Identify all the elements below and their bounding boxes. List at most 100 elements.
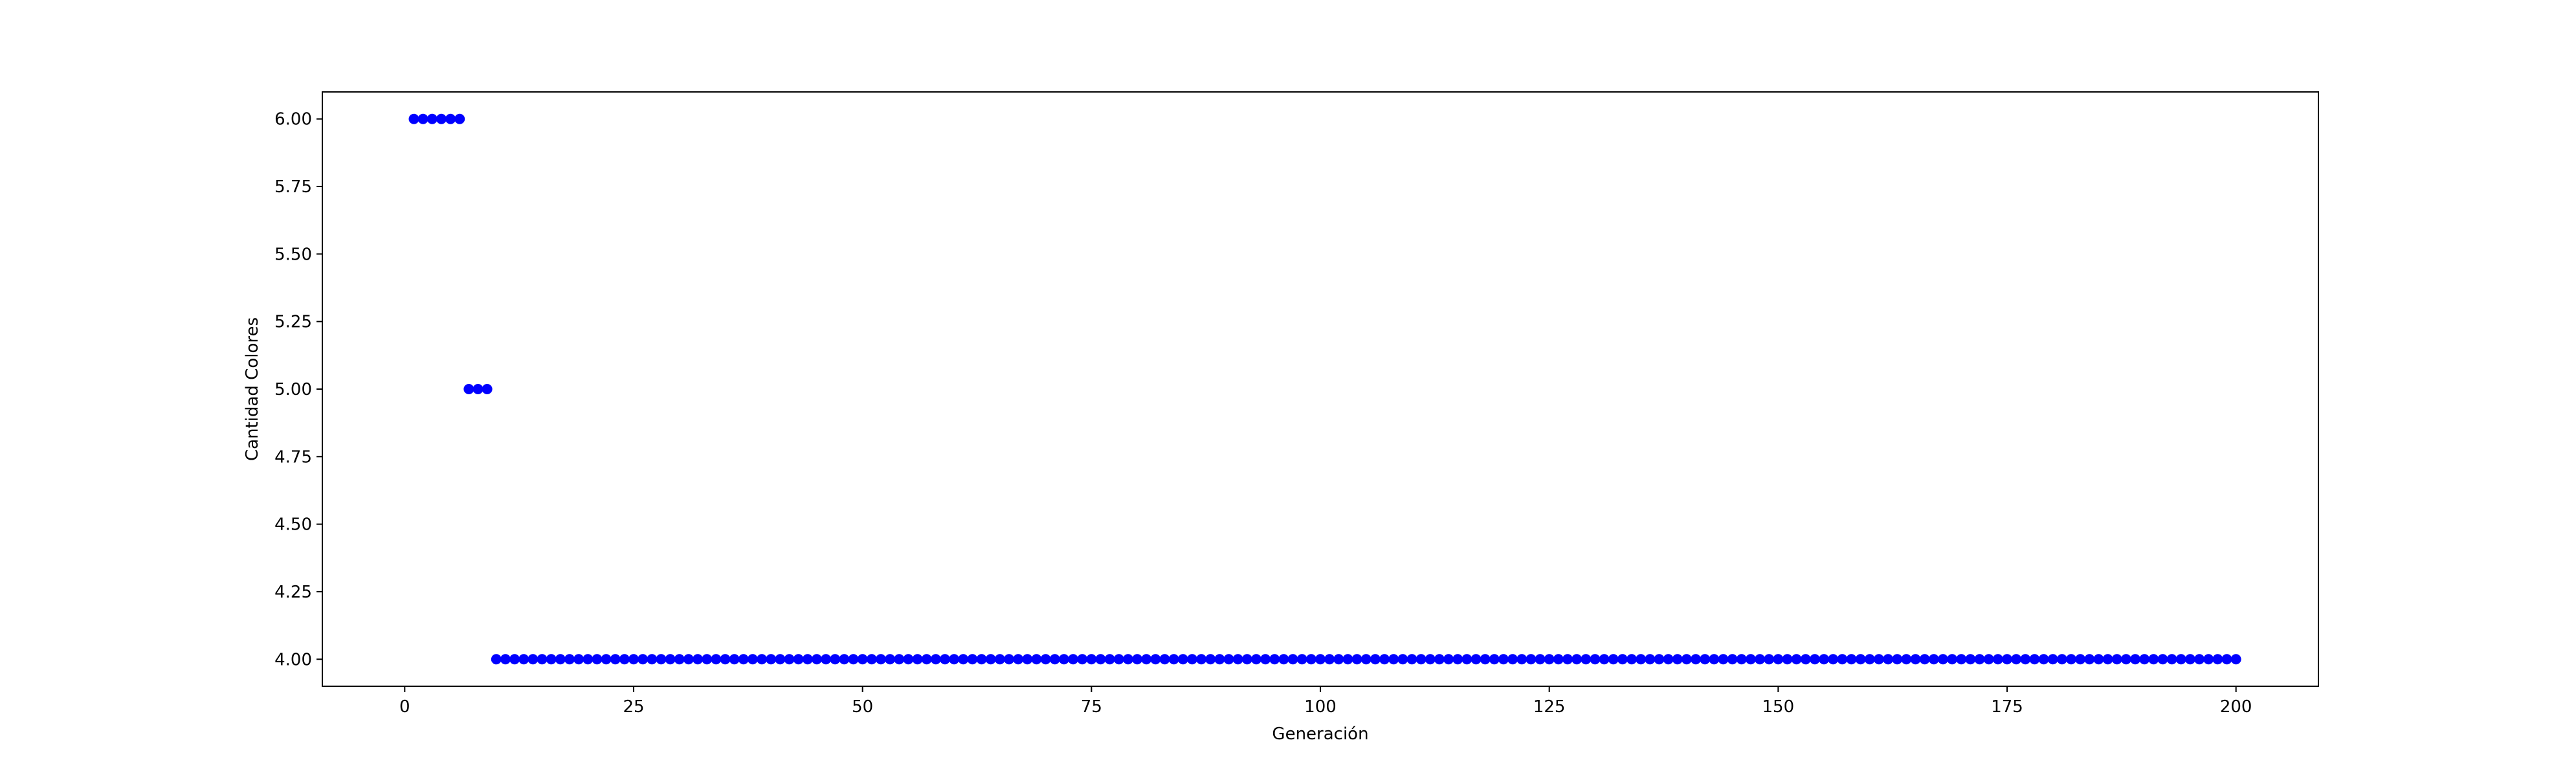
data-point bbox=[857, 654, 868, 665]
data-point bbox=[1571, 654, 1582, 665]
data-point bbox=[1013, 654, 1024, 665]
data-point bbox=[2157, 654, 2168, 665]
data-point bbox=[1755, 654, 1766, 665]
data-point bbox=[775, 654, 786, 665]
data-point bbox=[1562, 654, 1573, 665]
data-point bbox=[729, 654, 740, 665]
data-point bbox=[1177, 654, 1188, 665]
data-point bbox=[408, 113, 419, 124]
x-axis-ticks: 0 25 50 75 100 125 150 175 200 bbox=[399, 686, 2252, 717]
data-point bbox=[656, 654, 667, 665]
x-tick-label: 200 bbox=[2220, 697, 2252, 717]
y-tick-label: 5.00 bbox=[274, 380, 312, 399]
data-point bbox=[903, 654, 914, 665]
data-point bbox=[693, 654, 704, 665]
data-point bbox=[1360, 654, 1371, 665]
y-axis-ticks: 4.00 4.25 4.50 4.75 5.00 5.25 5.50 5.75 6.00 bbox=[274, 110, 322, 669]
data-point bbox=[2212, 654, 2223, 665]
data-point bbox=[427, 113, 438, 124]
data-point bbox=[2221, 654, 2232, 665]
data-point bbox=[994, 654, 1005, 665]
data-point bbox=[592, 654, 603, 665]
data-point bbox=[601, 654, 612, 665]
x-axis-label: Generación bbox=[1272, 724, 1368, 744]
data-point bbox=[1379, 654, 1390, 665]
y-tick-label: 4.50 bbox=[274, 515, 312, 535]
data-point bbox=[2111, 654, 2122, 665]
data-point bbox=[1828, 654, 1839, 665]
data-point bbox=[1058, 654, 1069, 665]
data-point bbox=[1452, 654, 1463, 665]
y-tick-label: 4.75 bbox=[274, 447, 312, 467]
data-point bbox=[1031, 654, 1042, 665]
data-point bbox=[1507, 654, 1518, 665]
data-point bbox=[583, 654, 594, 665]
data-point bbox=[436, 113, 447, 124]
data-point bbox=[1397, 654, 1408, 665]
data-point bbox=[647, 654, 658, 665]
data-point bbox=[1700, 654, 1711, 665]
data-point bbox=[1461, 654, 1472, 665]
y-tick-label: 4.25 bbox=[274, 583, 312, 602]
data-point bbox=[463, 384, 474, 394]
data-point bbox=[2075, 654, 2086, 665]
data-point bbox=[491, 654, 502, 665]
data-point bbox=[1873, 654, 1884, 665]
data-point bbox=[793, 654, 804, 665]
data-point bbox=[1883, 654, 1894, 665]
data-point bbox=[1205, 654, 1216, 665]
data-point bbox=[1892, 654, 1903, 665]
data-point bbox=[1113, 654, 1124, 665]
data-point bbox=[619, 654, 630, 665]
data-point bbox=[665, 654, 676, 665]
data-point bbox=[1186, 654, 1197, 665]
data-point bbox=[1773, 654, 1784, 665]
data-point bbox=[1141, 654, 1152, 665]
data-point bbox=[839, 654, 850, 665]
data-point bbox=[1837, 654, 1848, 665]
data-point bbox=[921, 654, 932, 665]
data-point bbox=[2148, 654, 2159, 665]
data-point bbox=[1709, 654, 1720, 665]
data-point bbox=[1544, 654, 1555, 665]
data-point bbox=[2066, 654, 2077, 665]
data-point bbox=[1791, 654, 1802, 665]
data-point bbox=[527, 654, 539, 665]
x-tick-label: 150 bbox=[1762, 697, 1795, 717]
data-point bbox=[537, 654, 548, 665]
data-point bbox=[894, 654, 905, 665]
data-point bbox=[2139, 654, 2150, 665]
data-point bbox=[1342, 654, 1353, 665]
data-point bbox=[1296, 654, 1307, 665]
data-point bbox=[1333, 654, 1344, 665]
data-point bbox=[2084, 654, 2095, 665]
data-point bbox=[811, 654, 822, 665]
data-point bbox=[757, 654, 768, 665]
data-point bbox=[1535, 654, 1546, 665]
data-point bbox=[1654, 654, 1665, 665]
data-point bbox=[1672, 654, 1683, 665]
data-point bbox=[2175, 654, 2186, 665]
data-point bbox=[546, 654, 557, 665]
data-point bbox=[610, 654, 621, 665]
data-point bbox=[1260, 654, 1271, 665]
data-point bbox=[518, 654, 529, 665]
data-point bbox=[885, 654, 896, 665]
data-point bbox=[1232, 654, 1243, 665]
data-point bbox=[930, 654, 941, 665]
data-point bbox=[1068, 654, 1079, 665]
data-point bbox=[2102, 654, 2113, 665]
data-point bbox=[1782, 654, 1793, 665]
x-tick-label: 50 bbox=[852, 697, 873, 717]
data-point bbox=[976, 654, 987, 665]
data-point bbox=[1718, 654, 1729, 665]
data-point bbox=[2047, 654, 2058, 665]
data-point bbox=[1910, 654, 1921, 665]
data-point bbox=[949, 654, 960, 665]
data-point bbox=[1956, 654, 1967, 665]
data-point bbox=[1516, 654, 1527, 665]
data-point bbox=[1846, 654, 1857, 665]
data-point bbox=[1636, 654, 1647, 665]
